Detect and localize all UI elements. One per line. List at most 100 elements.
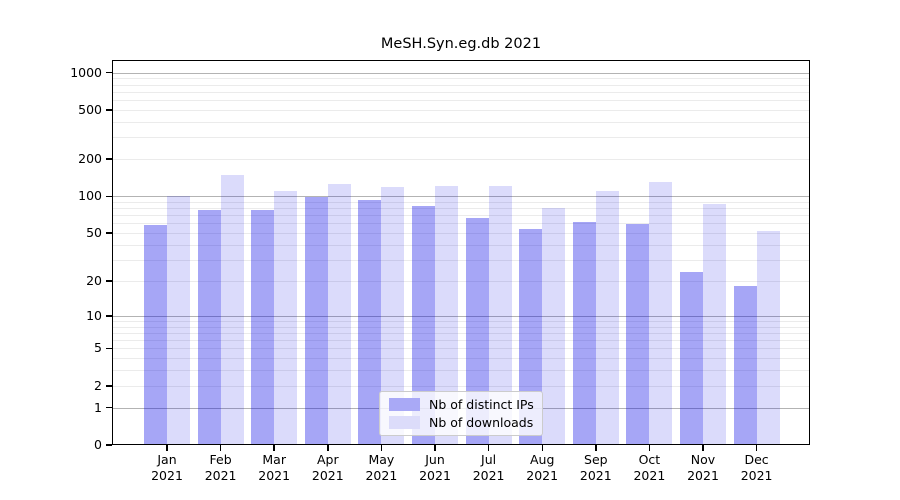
bar-nb-of-distinct-ips-oct bbox=[626, 224, 650, 445]
x-tick-jun bbox=[434, 445, 436, 451]
gridline-major-10 bbox=[112, 315, 810, 317]
gridline-minor-30 bbox=[112, 259, 810, 261]
x-tick-dec bbox=[755, 445, 758, 451]
gridline-minor-50 bbox=[112, 233, 810, 235]
chart-title: MeSH.Syn.eg.db 2021 bbox=[380, 36, 542, 52]
x-tick-label-year: 2021 bbox=[687, 467, 719, 483]
y-tick-label-200: 200 bbox=[78, 151, 102, 167]
gridline-minor-3 bbox=[112, 370, 810, 372]
gridline-minor-20 bbox=[112, 280, 810, 282]
y-tick-label-1: 1 bbox=[94, 399, 102, 415]
gridline-minor-700 bbox=[112, 91, 810, 93]
y-tick-20 bbox=[106, 280, 112, 282]
x-tick-sep bbox=[595, 445, 597, 451]
x-tick-label-sep: Sep 2021 bbox=[564, 452, 628, 483]
bar-nb-of-downloads-dec bbox=[756, 231, 780, 445]
y-tick-0 bbox=[106, 444, 112, 446]
x-tick-label-jan: Jan 2021 bbox=[135, 452, 199, 483]
x-tick-label-month: Apr bbox=[316, 452, 339, 467]
bar-nb-of-downloads-sep bbox=[595, 191, 619, 445]
gridline-minor-200 bbox=[112, 159, 810, 161]
x-tick-label-year: 2021 bbox=[311, 467, 344, 483]
gridline-minor-90 bbox=[112, 201, 810, 203]
gridline-minor-300 bbox=[112, 137, 810, 139]
bar-nb-of-distinct-ips-apr bbox=[304, 197, 328, 445]
x-tick-oct bbox=[648, 445, 651, 451]
x-tick-label-aug: Aug 2021 bbox=[510, 452, 574, 483]
x-tick-label-year: 2021 bbox=[526, 467, 559, 483]
y-tick-200 bbox=[106, 158, 112, 160]
x-tick-label-dec: Dec 2021 bbox=[725, 452, 789, 483]
x-tick-label-nov: Nov 2021 bbox=[671, 452, 735, 483]
bar-nb-of-downloads-mar bbox=[274, 191, 298, 445]
x-tick-label-apr: Apr 2021 bbox=[296, 452, 360, 483]
x-tick-jul bbox=[487, 445, 490, 451]
bar-nb-of-distinct-ips-sep bbox=[572, 221, 596, 445]
y-tick-label-0: 0 bbox=[94, 437, 102, 452]
x-tick-label-year: 2021 bbox=[740, 467, 773, 483]
x-tick-label-month: Jan bbox=[157, 452, 177, 467]
x-tick-label-may: May 2021 bbox=[349, 452, 413, 483]
gridline-minor-9 bbox=[112, 320, 810, 322]
bar-nb-of-distinct-ips-jun bbox=[412, 206, 435, 445]
legend-swatch-nb-of-downloads bbox=[389, 416, 420, 429]
y-tick-label-100: 100 bbox=[78, 188, 102, 204]
bar-nb-of-distinct-ips-mar bbox=[251, 210, 275, 445]
x-tick-label-month: Sep bbox=[584, 452, 608, 467]
bar-nb-of-distinct-ips-dec bbox=[733, 286, 757, 445]
y-tick-5 bbox=[106, 347, 112, 350]
x-tick-label-month: Jun bbox=[425, 452, 445, 467]
x-tick-label-year: 2021 bbox=[472, 467, 505, 483]
gridline-minor-4 bbox=[112, 358, 810, 360]
bar-nb-of-downloads-oct bbox=[649, 182, 673, 445]
bar-nb-of-downloads-aug bbox=[542, 208, 566, 445]
y-tick-10 bbox=[106, 315, 112, 317]
y-tick-label-50: 50 bbox=[86, 225, 102, 241]
y-tick-100 bbox=[106, 195, 112, 197]
y-tick-label-500: 500 bbox=[78, 101, 102, 117]
bar-nb-of-downloads-jun bbox=[435, 185, 458, 445]
x-tick-label-year: 2021 bbox=[419, 467, 451, 483]
gridline-minor-60 bbox=[112, 223, 810, 225]
x-tick-may bbox=[380, 445, 383, 451]
x-tick-label-month: May bbox=[368, 452, 395, 467]
y-tick-label-10: 10 bbox=[86, 307, 102, 323]
gridline-major-100 bbox=[112, 196, 810, 198]
legend-label-nb-of-downloads: Nb of downloads bbox=[429, 414, 534, 430]
plot-area bbox=[112, 60, 810, 445]
x-tick-label-year: 2021 bbox=[151, 467, 183, 483]
bar-nb-of-downloads-may bbox=[381, 186, 405, 445]
gridline-minor-70 bbox=[112, 215, 810, 217]
x-tick-label-month: Jul bbox=[481, 452, 497, 467]
gridline-minor-900 bbox=[112, 78, 810, 80]
gridline-minor-400 bbox=[112, 121, 810, 123]
x-tick-label-month: Mar bbox=[262, 452, 286, 467]
bar-nb-of-distinct-ips-jan bbox=[144, 225, 167, 445]
y-tick-label-5: 5 bbox=[94, 340, 102, 356]
y-tick-50 bbox=[106, 232, 112, 234]
y-tick-label-1000: 1000 bbox=[70, 64, 102, 80]
gridline-minor-6 bbox=[112, 340, 810, 342]
x-tick-mar bbox=[273, 445, 275, 451]
legend-swatch-nb-of-distinct-ips bbox=[389, 398, 420, 411]
x-tick-apr bbox=[327, 445, 329, 451]
gridline-minor-600 bbox=[112, 100, 810, 102]
gridline-minor-800 bbox=[112, 84, 810, 86]
x-tick-label-month: Nov bbox=[690, 452, 716, 467]
bar-nb-of-distinct-ips-feb bbox=[197, 210, 221, 445]
bar-nb-of-distinct-ips-nov bbox=[680, 271, 703, 445]
x-tick-nov bbox=[702, 445, 704, 451]
x-tick-label-mar: Mar 2021 bbox=[242, 452, 306, 483]
bar-nb-of-distinct-ips-jul bbox=[465, 218, 489, 445]
y-tick-2 bbox=[106, 385, 112, 387]
gridline-minor-2 bbox=[112, 385, 810, 387]
y-tick-1000 bbox=[106, 71, 112, 74]
legend-item-nb-of-distinct-ips: Nb of distinct IPs bbox=[389, 397, 542, 412]
x-tick-label-feb: Feb 2021 bbox=[189, 452, 253, 483]
bar-nb-of-downloads-jul bbox=[488, 185, 512, 445]
x-tick-label-year: 2021 bbox=[365, 467, 398, 483]
bar-nb-of-downloads-nov bbox=[703, 203, 726, 445]
bar-nb-of-downloads-apr bbox=[327, 184, 351, 445]
gridline-major-1000 bbox=[112, 72, 810, 74]
